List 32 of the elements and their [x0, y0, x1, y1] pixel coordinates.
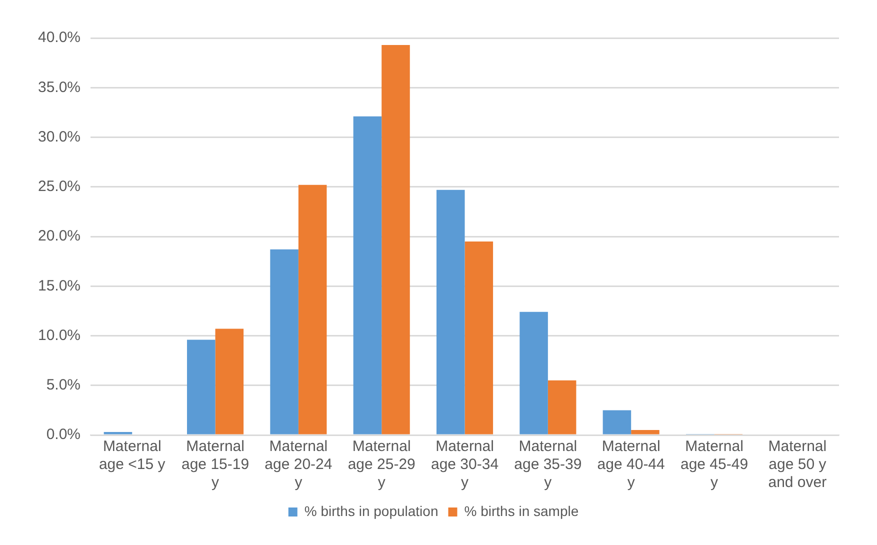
x-tick-label: Maternal age 45-49 y	[680, 438, 748, 492]
bar	[187, 340, 216, 434]
x-tick-label: Maternal age 35-39 y	[514, 438, 582, 492]
y-tick-label: 5.0%	[46, 376, 81, 394]
bar	[215, 328, 244, 434]
x-tick-label: Maternal age 50 y and over	[768, 438, 827, 492]
x-tick-label: Maternal age 15-19 y	[181, 438, 250, 492]
y-tick-label: 0.0%	[46, 426, 81, 444]
y-tick-label: 20.0%	[38, 228, 81, 245]
bar	[353, 116, 382, 434]
bar	[631, 430, 660, 434]
y-tick-label: 30.0%	[38, 128, 81, 146]
y-tick-label: 35.0%	[38, 78, 81, 96]
bar	[548, 380, 576, 434]
y-tick-label: 40.0%	[38, 29, 81, 46]
bar	[270, 249, 298, 434]
bar	[520, 312, 548, 434]
bar	[298, 184, 327, 434]
y-tick-label: 15.0%	[38, 277, 81, 294]
legend-label: % births in sample	[464, 502, 579, 519]
bar	[382, 44, 410, 434]
x-tick-label: Maternal age <15 y	[98, 438, 166, 474]
bar	[464, 241, 494, 434]
x-tick-label: Maternal age 25-29 y	[348, 438, 416, 492]
legend-label: % births in population	[304, 502, 438, 519]
bar	[436, 190, 465, 434]
y-tick-label: 10.0%	[38, 326, 81, 344]
bar	[602, 410, 632, 434]
x-tick-label: Maternal age 30-34 y	[430, 438, 499, 492]
x-tick-label: Maternal age 20-24 y	[264, 438, 332, 492]
y-tick-label: 25.0%	[38, 178, 81, 196]
x-tick-label: Maternal age 40-44 y	[597, 438, 665, 492]
